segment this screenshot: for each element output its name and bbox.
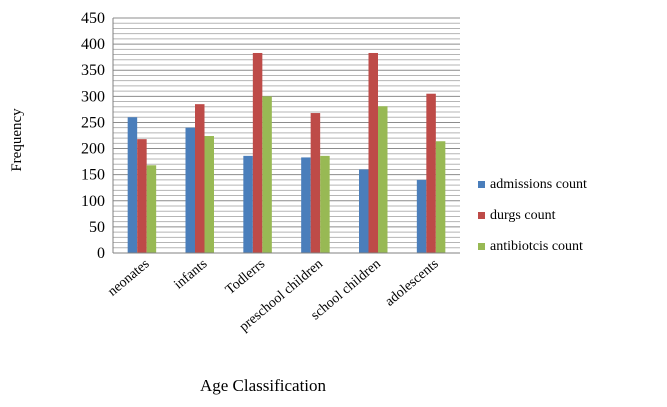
y-tick-label: 250: [81, 114, 105, 131]
bar-admissions-count-4: [359, 169, 369, 253]
bar-admissions-count-1: [185, 127, 195, 253]
legend-swatch: [478, 212, 485, 219]
legend: admissions count durgs count antibiotcis c…: [478, 177, 587, 254]
x-tick-label: Todlerrs: [223, 257, 268, 298]
bar-durgs-count-2: [252, 52, 263, 253]
bar-antibiotcis-count-0: [146, 165, 157, 253]
bar-antibiotcis-count-4: [378, 106, 388, 253]
legend-label: admissions count: [490, 177, 587, 192]
gridlines: [113, 17, 460, 254]
legend-label: durgs count: [490, 208, 556, 223]
y-tick-label: 300: [81, 88, 105, 105]
bar-antibiotcis-count-3: [320, 155, 330, 253]
legend-label: antibiotcis count: [490, 239, 583, 254]
bars: [127, 52, 446, 254]
y-tick-label: 450: [81, 10, 105, 27]
bar-durgs-count-0: [137, 139, 147, 253]
y-tick-label: 100: [81, 193, 105, 210]
bar-durgs-count-4: [368, 52, 378, 253]
bar-durgs-count-1: [195, 104, 205, 254]
bar-antibiotcis-count-5: [435, 141, 446, 253]
bar-durgs-count-3: [310, 113, 321, 254]
x-tick-label: adolescents: [383, 257, 442, 310]
bar-admissions-count-3: [301, 157, 311, 253]
x-tick-label: infants: [171, 257, 210, 293]
x-tick-label: neonates: [105, 257, 152, 300]
legend-swatch: [478, 243, 485, 250]
y-tick-label: 0: [97, 245, 105, 262]
bar-durgs-count-5: [426, 93, 436, 253]
legend-swatch: [478, 181, 485, 188]
y-tick-label: 50: [89, 219, 105, 236]
bar-admissions-count-0: [127, 117, 138, 253]
bar-admissions-count-5: [416, 179, 427, 253]
bar-antibiotcis-count-2: [262, 96, 272, 253]
y-tick-labels: 0 50 100 150 200 250 300 350 400 450: [81, 10, 105, 262]
bar-antibiotcis-count-1: [204, 136, 214, 253]
y-tick-label: 400: [81, 36, 105, 53]
y-tick-label: 150: [81, 167, 105, 184]
y-tick-label: 350: [81, 62, 105, 79]
x-axis-title: Age Classification: [200, 376, 327, 395]
y-tick-label: 200: [81, 141, 105, 158]
y-axis-title: Frequency: [9, 108, 25, 172]
bar-admissions-count-2: [243, 155, 253, 253]
